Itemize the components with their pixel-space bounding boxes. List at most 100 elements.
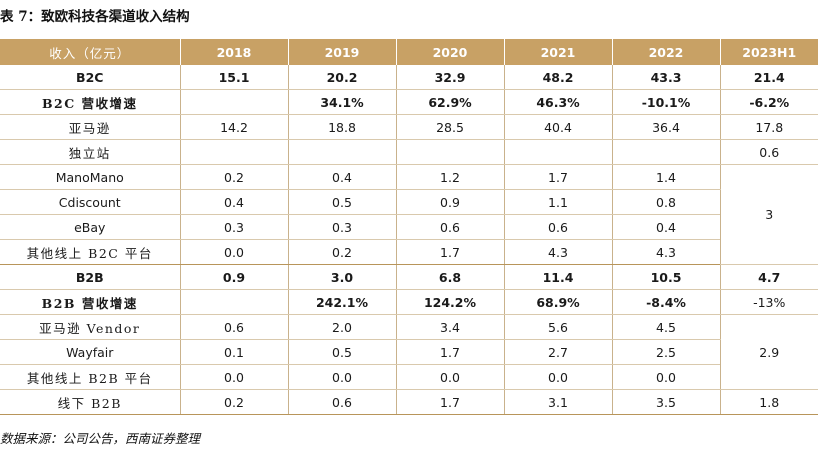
- cell: 40.4: [503, 114, 612, 140]
- cell: 0.2: [179, 389, 288, 415]
- cell: 4.7: [719, 264, 818, 290]
- cell: 0.6: [287, 389, 396, 415]
- cell: 14.2: [179, 114, 288, 140]
- cell: -6.2%: [719, 89, 818, 115]
- cell: 43.3: [611, 65, 720, 90]
- cell: 0.2: [179, 164, 288, 190]
- cell: 1.7: [503, 164, 612, 190]
- cell: [395, 139, 504, 165]
- cell: 3.1: [503, 389, 612, 415]
- cell: -10.1%: [611, 89, 720, 115]
- cell: 124.2%: [395, 289, 504, 315]
- cell: 34.1%: [287, 89, 396, 115]
- cell: 0.9: [395, 189, 504, 215]
- row-label: B2C: [0, 65, 180, 90]
- cell: 1.4: [611, 164, 720, 190]
- cell: 0.0: [611, 364, 720, 390]
- revenue-structure-table: 收入（亿元） 2018 2019 2020 2021 2022 2023H1 B…: [0, 39, 818, 415]
- header-2023h1: 2023H1: [719, 39, 818, 65]
- cell: 11.4: [503, 264, 612, 290]
- cell: 0.0: [395, 364, 504, 390]
- cell: 1.7: [395, 239, 504, 265]
- source-note: 数据来源：公司公告，西南证券整理: [0, 431, 201, 446]
- table-row-manomano: ManoMano 0.2 0.4 1.2 1.7 1.4 3: [0, 164, 818, 265]
- cell: 0.5: [287, 339, 396, 365]
- cell: 242.1%: [287, 289, 396, 315]
- cell: 20.2: [287, 65, 396, 90]
- cell: 0.3: [179, 214, 288, 240]
- cell: 18.8: [287, 114, 396, 140]
- cell: 0.8: [611, 189, 720, 215]
- row-label: Wayfair: [0, 339, 180, 365]
- merged-cell-b2b-others: 2.9: [719, 314, 818, 390]
- cell: 10.5: [611, 264, 720, 290]
- cell: 0.4: [179, 189, 288, 215]
- header-2020: 2020: [395, 39, 504, 65]
- cell: 1.8: [719, 389, 818, 415]
- cell: 4.5: [611, 314, 720, 340]
- cell: 1.7: [395, 339, 504, 365]
- cell: [179, 139, 288, 165]
- table-row-amazon-vendor: 亚马逊 Vendor 0.6 2.0 3.4 5.6 4.5 2.9: [0, 314, 818, 390]
- header-2018: 2018: [179, 39, 288, 65]
- header-2021: 2021: [503, 39, 612, 65]
- cell: 28.5: [395, 114, 504, 140]
- cell: 46.3%: [503, 89, 612, 115]
- cell: [179, 89, 288, 115]
- cell: 1.7: [395, 389, 504, 415]
- table-title: 表 7：致欧科技各渠道收入结构: [0, 9, 190, 25]
- cell: 0.5: [287, 189, 396, 215]
- cell: 4.3: [611, 239, 720, 265]
- cell: 15.1: [179, 65, 288, 90]
- row-label: B2B 营收增速: [0, 289, 180, 315]
- cell: 3.5: [611, 389, 720, 415]
- table-row-b2c-growth: B2C 营收增速 34.1% 62.9% 46.3% -10.1% -6.2%: [0, 89, 818, 115]
- header-2022: 2022: [611, 39, 720, 65]
- cell: 0.0: [179, 364, 288, 390]
- cell: [611, 139, 720, 165]
- row-label: 亚马逊 Vendor: [0, 314, 180, 340]
- cell: 3.0: [287, 264, 396, 290]
- row-label: ManoMano: [0, 164, 180, 190]
- cell: -8.4%: [611, 289, 720, 315]
- cell: 0.1: [179, 339, 288, 365]
- row-label: B2C 营收增速: [0, 89, 180, 115]
- header-2019: 2019: [287, 39, 396, 65]
- cell: 62.9%: [395, 89, 504, 115]
- cell: 2.7: [503, 339, 612, 365]
- cell: 2.0: [287, 314, 396, 340]
- row-label: B2B: [0, 264, 180, 290]
- cell: 0.0: [287, 364, 396, 390]
- cell: [287, 139, 396, 165]
- table-row-offline-b2b: 线下 B2B 0.2 0.6 1.7 3.1 3.5 1.8: [0, 389, 818, 415]
- cell: 36.4: [611, 114, 720, 140]
- cell: 5.6: [503, 314, 612, 340]
- row-label: eBay: [0, 214, 180, 240]
- cell: 6.8: [395, 264, 504, 290]
- cell: 0.6: [395, 214, 504, 240]
- cell: -13%: [719, 289, 818, 315]
- table-row-b2b-growth: B2B 营收增速 242.1% 124.2% 68.9% -8.4% -13%: [0, 289, 818, 315]
- cell: 0.6: [719, 139, 818, 165]
- row-label: 其他线上 B2B 平台: [0, 364, 180, 390]
- cell: [179, 289, 288, 315]
- header-label: 收入（亿元）: [0, 39, 180, 65]
- cell: 17.8: [719, 114, 818, 140]
- cell: 0.4: [287, 164, 396, 190]
- cell: 1.2: [395, 164, 504, 190]
- table-row-amazon: 亚马逊 14.2 18.8 28.5 40.4 36.4 17.8: [0, 114, 818, 140]
- header-row: 收入（亿元） 2018 2019 2020 2021 2022 2023H1: [0, 39, 818, 65]
- row-label: Cdiscount: [0, 189, 180, 215]
- cell: 0.0: [179, 239, 288, 265]
- cell: 0.4: [611, 214, 720, 240]
- cell: 0.6: [179, 314, 288, 340]
- table-row-cdiscount: Cdiscount 0.4 0.5 0.9 1.1 0.8: [0, 189, 818, 215]
- cell: 0.6: [503, 214, 612, 240]
- cell: 3.4: [395, 314, 504, 340]
- table-row-b2c: B2C 15.1 20.2 32.9 48.2 43.3 21.4: [0, 65, 818, 90]
- cell: 2.5: [611, 339, 720, 365]
- table-row-other-b2b: 其他线上 B2B 平台 0.0 0.0 0.0 0.0 0.0: [0, 364, 818, 390]
- table-row-independent-site: 独立站 0.6: [0, 139, 818, 165]
- cell: 0.0: [503, 364, 612, 390]
- cell: 0.2: [287, 239, 396, 265]
